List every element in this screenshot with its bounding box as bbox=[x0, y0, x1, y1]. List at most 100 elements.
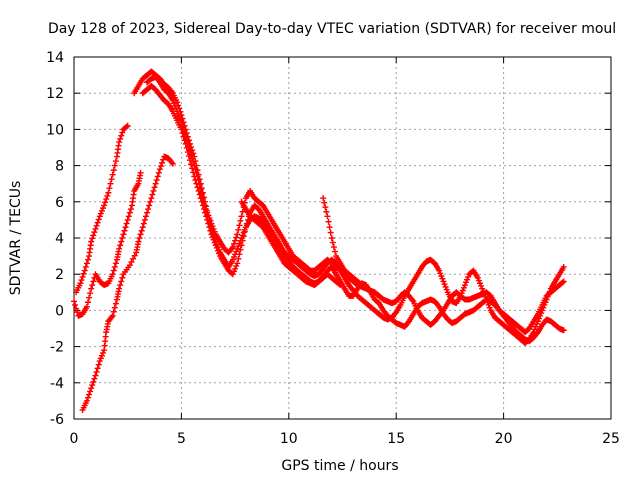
data-point bbox=[436, 267, 443, 274]
data-point bbox=[112, 260, 119, 267]
data-point bbox=[88, 285, 95, 292]
data-point bbox=[84, 299, 91, 306]
data-point bbox=[116, 139, 123, 146]
data-point bbox=[94, 219, 101, 226]
data-point bbox=[239, 237, 246, 244]
data-point bbox=[238, 213, 245, 220]
data-point bbox=[357, 281, 364, 288]
data-point bbox=[177, 116, 184, 123]
data-point bbox=[181, 130, 188, 137]
data-point bbox=[206, 224, 213, 231]
data-point bbox=[93, 368, 100, 375]
data-point bbox=[325, 218, 332, 225]
data-point bbox=[202, 202, 209, 209]
data-point bbox=[73, 305, 80, 312]
data-point bbox=[331, 248, 338, 255]
data-point bbox=[117, 242, 124, 249]
data-point bbox=[229, 271, 236, 278]
data-point bbox=[111, 263, 118, 270]
data-point bbox=[478, 282, 485, 289]
data-point bbox=[83, 397, 90, 404]
data-point bbox=[234, 231, 241, 238]
data-point bbox=[231, 254, 238, 261]
data-point bbox=[150, 187, 157, 194]
data-point bbox=[174, 108, 181, 115]
data-point bbox=[137, 169, 144, 176]
data-point bbox=[231, 240, 238, 247]
data-point bbox=[88, 238, 95, 245]
x-axis-label: GPS time / hours bbox=[281, 458, 398, 474]
x-tick-label: 20 bbox=[495, 431, 513, 447]
data-point bbox=[211, 228, 218, 235]
data-point bbox=[148, 195, 155, 202]
data-point bbox=[443, 286, 450, 293]
data-point bbox=[171, 102, 178, 109]
y-tick-label: 6 bbox=[55, 195, 64, 211]
data-point bbox=[530, 329, 537, 336]
y-tick-label: 10 bbox=[46, 122, 64, 138]
series-track-6 bbox=[144, 73, 567, 336]
data-point bbox=[531, 326, 538, 333]
data-point bbox=[97, 210, 104, 217]
y-tick-label: -4 bbox=[50, 376, 64, 392]
data-point bbox=[208, 220, 215, 227]
data-point bbox=[159, 159, 166, 166]
data-point bbox=[89, 282, 96, 289]
data-point bbox=[437, 270, 444, 277]
data-point bbox=[483, 296, 490, 303]
data-point bbox=[119, 274, 126, 281]
data-point bbox=[485, 301, 492, 308]
y-tick-label: 2 bbox=[55, 267, 64, 283]
data-point bbox=[464, 276, 471, 283]
data-point bbox=[109, 312, 116, 319]
data-point bbox=[193, 169, 200, 176]
data-point bbox=[232, 265, 239, 272]
data-point bbox=[138, 227, 145, 234]
data-point bbox=[120, 231, 127, 238]
data-point bbox=[83, 260, 90, 267]
data-point bbox=[112, 158, 119, 165]
data-point bbox=[560, 278, 567, 285]
y-tick-label: -2 bbox=[50, 340, 64, 356]
data-point bbox=[109, 271, 116, 278]
data-point bbox=[107, 180, 114, 187]
y-tick-label: 4 bbox=[55, 231, 64, 247]
data-point bbox=[151, 184, 158, 191]
data-point bbox=[149, 191, 156, 198]
data-point bbox=[118, 132, 125, 139]
data-point bbox=[88, 385, 95, 392]
data-point bbox=[98, 207, 105, 214]
data-point bbox=[180, 126, 187, 133]
data-point bbox=[89, 382, 96, 389]
x-tick-label: 10 bbox=[280, 431, 298, 447]
data-point bbox=[441, 281, 448, 288]
data-point bbox=[336, 281, 343, 288]
data-point bbox=[72, 301, 79, 308]
data-point bbox=[128, 258, 135, 265]
data-point bbox=[232, 237, 239, 244]
data-point bbox=[438, 273, 445, 280]
data-point bbox=[80, 270, 87, 277]
data-points bbox=[71, 68, 567, 413]
data-point bbox=[211, 239, 218, 246]
data-point bbox=[169, 160, 176, 167]
data-point bbox=[235, 255, 242, 262]
data-point bbox=[82, 263, 89, 270]
data-point bbox=[96, 213, 103, 220]
data-point bbox=[234, 260, 241, 267]
data-point bbox=[90, 278, 97, 285]
data-point bbox=[125, 213, 132, 220]
series-track-4 bbox=[131, 68, 567, 345]
data-point bbox=[210, 236, 217, 243]
data-point bbox=[108, 176, 115, 183]
x-tick-label: 25 bbox=[602, 431, 620, 447]
data-point bbox=[116, 285, 123, 292]
data-point bbox=[130, 255, 137, 262]
data-point bbox=[90, 232, 97, 239]
data-point bbox=[195, 177, 202, 184]
data-point bbox=[205, 212, 212, 219]
data-point bbox=[173, 105, 180, 112]
data-point bbox=[320, 195, 327, 202]
data-point bbox=[126, 262, 133, 269]
